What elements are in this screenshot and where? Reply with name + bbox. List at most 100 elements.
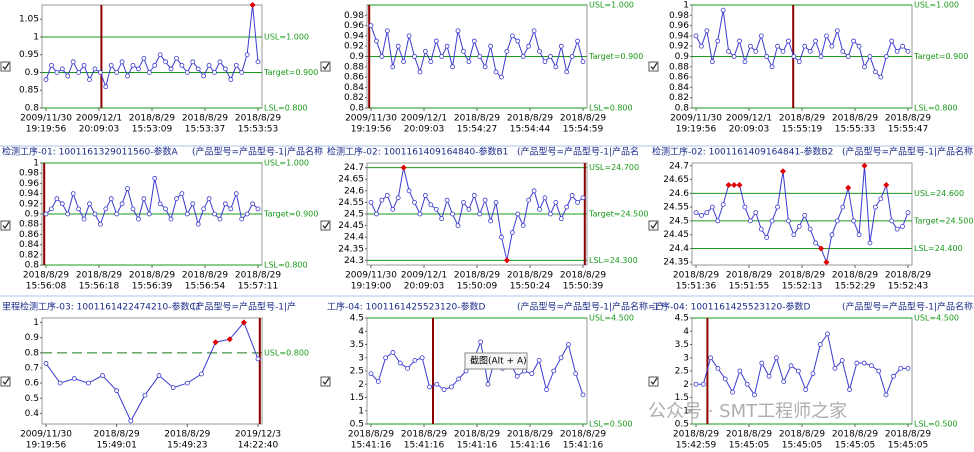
x-tick-date: 2018/8/29	[560, 271, 606, 281]
x-tick-date: 2018/8/29	[560, 114, 606, 124]
data-point	[564, 69, 570, 75]
data-point	[693, 381, 699, 387]
chart-title: 工序-04: 1001161425523120-参数D	[327, 301, 485, 313]
data-point	[239, 216, 245, 222]
data-point	[114, 70, 120, 75]
chart-subtitle: (产品型号=产品型号-1|产	[192, 301, 296, 313]
data-point	[547, 211, 553, 217]
data-point	[796, 59, 802, 65]
data-point	[384, 193, 390, 198]
data-point	[522, 368, 527, 374]
data-point	[905, 48, 911, 54]
y-tick-label: 1.5	[675, 393, 689, 403]
alarm-point	[779, 168, 786, 175]
x-tick-time: 15:56:18	[79, 282, 120, 292]
y-tick-label: 2	[358, 380, 364, 390]
y-tick-label: 0.88	[19, 220, 39, 230]
plot-area	[366, 317, 588, 425]
x-tick-date: 2018/8/29	[673, 430, 719, 440]
x-tick-date: 2018/8/29	[885, 271, 931, 281]
x-tick-time: 15:45:05	[729, 441, 769, 451]
data-point	[488, 218, 493, 224]
alarm-point	[400, 164, 407, 171]
data-point	[76, 206, 82, 212]
data-point	[715, 218, 721, 224]
data-point	[184, 70, 190, 75]
x-tick-time: 15:55:47	[888, 125, 928, 135]
data-point	[817, 342, 823, 347]
data-point	[108, 62, 114, 68]
y-tick-label: 24.7	[344, 163, 364, 173]
data-point	[455, 223, 461, 228]
x-tick-time: 15:50:09	[457, 282, 498, 292]
data-point	[157, 52, 163, 58]
chart-title: 里程检测工序-03: 1001161422474210-参数C1	[2, 301, 201, 313]
y-tick-label: 0.96	[344, 21, 364, 31]
x-tick-date: 2018/8/29	[454, 114, 500, 124]
limit-label: LSL=0.500	[589, 420, 633, 429]
y-tick-label: 3	[683, 353, 689, 363]
data-point	[255, 206, 261, 212]
tooltip-box	[464, 352, 528, 370]
y-tick-label: 0.84	[19, 240, 39, 250]
y-tick-label: 0.82	[669, 93, 689, 103]
data-point	[103, 84, 109, 90]
data-point	[580, 59, 586, 65]
alarm-point	[503, 257, 510, 264]
x-tick-time: 15:56:54	[185, 282, 226, 292]
data-point	[422, 193, 428, 198]
data-point	[737, 368, 743, 374]
y-tick-label: 24.7	[669, 161, 689, 171]
x-tick-time: 15:51:55	[729, 282, 769, 292]
data-point	[450, 211, 455, 217]
checkbox-tick	[2, 377, 10, 386]
data-point	[531, 28, 537, 34]
data-point	[250, 201, 255, 207]
limit-label: USL=0.800	[264, 348, 309, 357]
data-point	[558, 355, 564, 361]
limit-label: USL=1.000	[914, 1, 959, 10]
data-point	[775, 43, 780, 49]
data-point	[774, 355, 779, 361]
data-point	[553, 200, 559, 205]
x-tick-date: 2018/8/29	[182, 271, 228, 281]
x-tick-date: 2009/12/1	[401, 271, 447, 281]
data-point	[43, 211, 49, 217]
data-point	[544, 387, 549, 392]
alarm-point	[725, 182, 732, 189]
y-tick-label: 0.86	[669, 73, 689, 83]
data-point	[217, 216, 223, 222]
data-point	[737, 38, 742, 44]
data-point	[580, 392, 586, 398]
data-point	[876, 368, 882, 374]
limit-label: USL=24.600	[914, 189, 964, 198]
checkbox	[320, 220, 331, 231]
x-tick-date: 2009/11/30	[20, 114, 72, 124]
y-tick-label: 0.82	[344, 93, 364, 103]
data-point	[449, 384, 454, 390]
data-point	[255, 59, 261, 65]
y-tick-label: 24.5	[344, 210, 364, 220]
x-tick-time: 15:54:27	[457, 125, 497, 135]
checkbox-tick	[2, 62, 10, 71]
data-point	[872, 69, 878, 75]
y-tick-label: 0.9	[25, 68, 40, 78]
chart-title: 检测工序-02: 1001161409164840-参数B1	[327, 146, 508, 158]
x-tick-date: 2018/8/29	[129, 114, 175, 124]
data-point	[428, 59, 434, 65]
x-tick-date: 2018/8/29	[507, 430, 553, 440]
data-point	[856, 232, 862, 238]
limit-label: Target=0.900	[913, 52, 968, 61]
x-tick-time: 15:50:24	[510, 282, 551, 292]
limit-label: LSL=0.500	[914, 420, 958, 429]
x-tick-time: 15:41:16	[457, 441, 498, 451]
y-tick-label: 0.9	[25, 333, 40, 343]
data-point	[86, 380, 91, 386]
data-point	[65, 73, 71, 79]
data-point	[840, 204, 846, 210]
data-point	[71, 376, 77, 381]
data-point	[796, 224, 802, 229]
data-point	[244, 211, 250, 217]
data-point	[720, 7, 726, 13]
x-tick-time: 15:41:16	[563, 441, 604, 451]
